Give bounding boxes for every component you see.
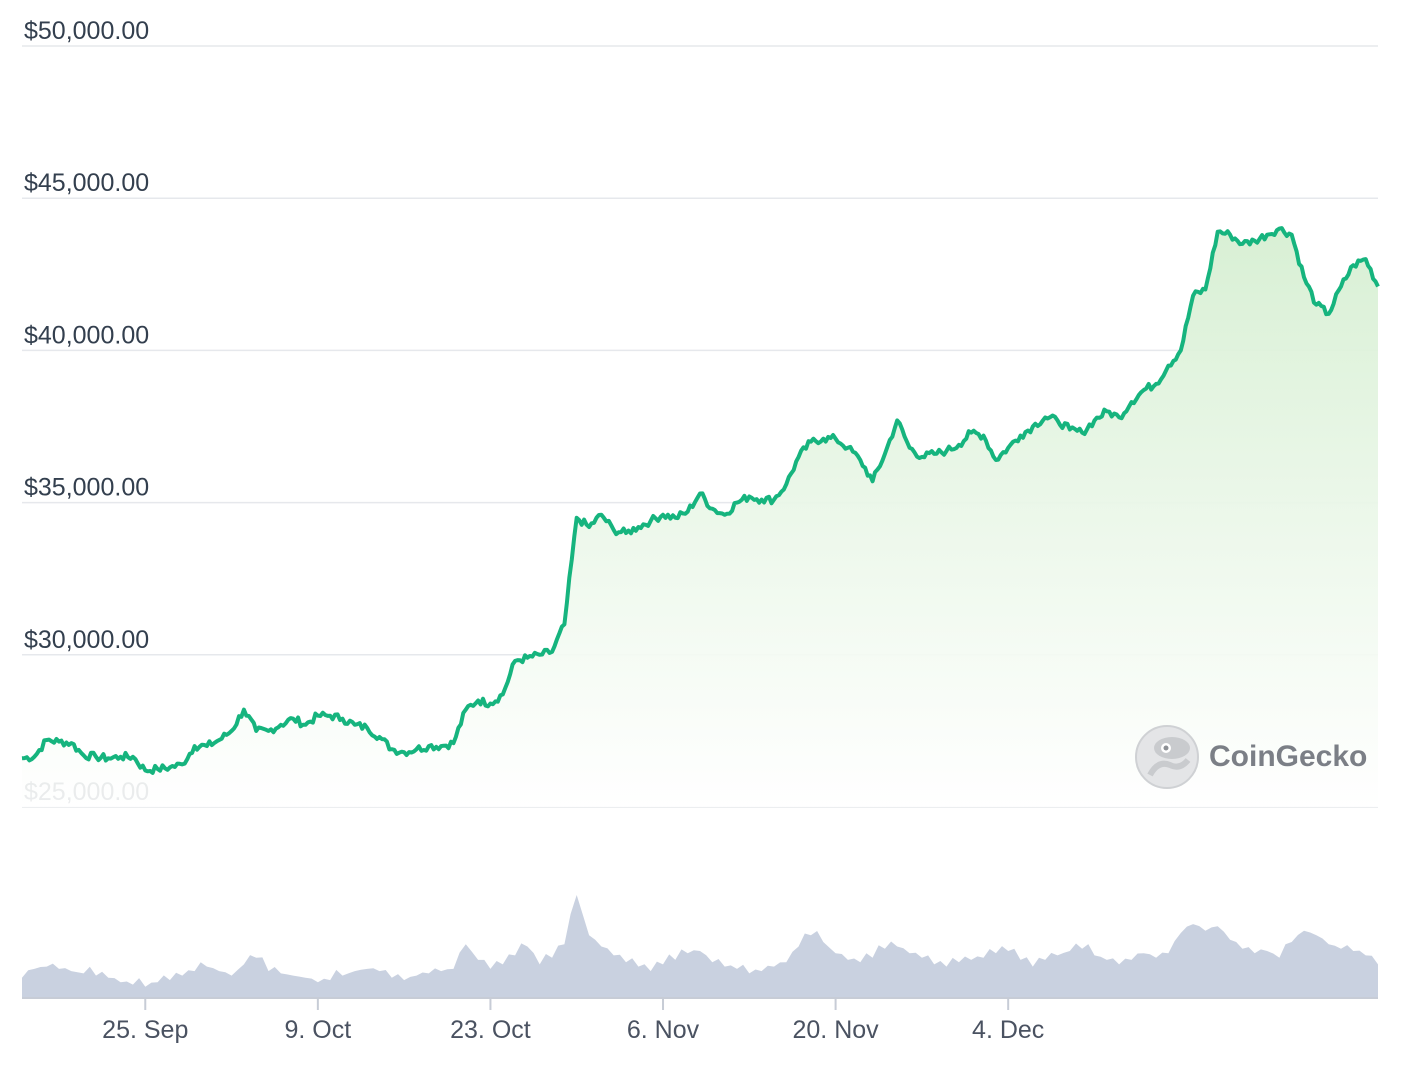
volume-area bbox=[22, 895, 1378, 998]
watermark-text: CoinGecko bbox=[1209, 740, 1367, 773]
volume-bars bbox=[22, 895, 1378, 999]
x-axis: 25. Sep 9. Oct 23. Oct 6. Nov 20. Nov 4. Dec bbox=[102, 998, 1044, 1044]
y-tick-label: $30,000.00 bbox=[24, 626, 149, 654]
coingecko-watermark: CoinGecko bbox=[1135, 725, 1367, 789]
price-area bbox=[21, 226, 1380, 808]
x-tick-label: 4. Dec bbox=[972, 1016, 1044, 1044]
price-line bbox=[21, 226, 1380, 775]
x-tick-label: 25. Sep bbox=[102, 1016, 188, 1044]
y-axis: $25,000.00$30,000.00$35,000.00$40,000.00… bbox=[24, 17, 149, 806]
y-tick-label: $40,000.00 bbox=[24, 321, 149, 349]
y-tick-label: $35,000.00 bbox=[24, 474, 149, 502]
x-tick-label: 6. Nov bbox=[627, 1016, 700, 1044]
y-tick-label: $50,000.00 bbox=[24, 17, 149, 45]
price-area-fill bbox=[22, 228, 1378, 808]
y-tick-label: $45,000.00 bbox=[24, 169, 149, 197]
x-tick-label: 20. Nov bbox=[793, 1016, 880, 1044]
gecko-logo-icon bbox=[1135, 725, 1199, 789]
x-tick-label: 23. Oct bbox=[450, 1016, 531, 1044]
x-tick-label: 9. Oct bbox=[285, 1016, 352, 1044]
